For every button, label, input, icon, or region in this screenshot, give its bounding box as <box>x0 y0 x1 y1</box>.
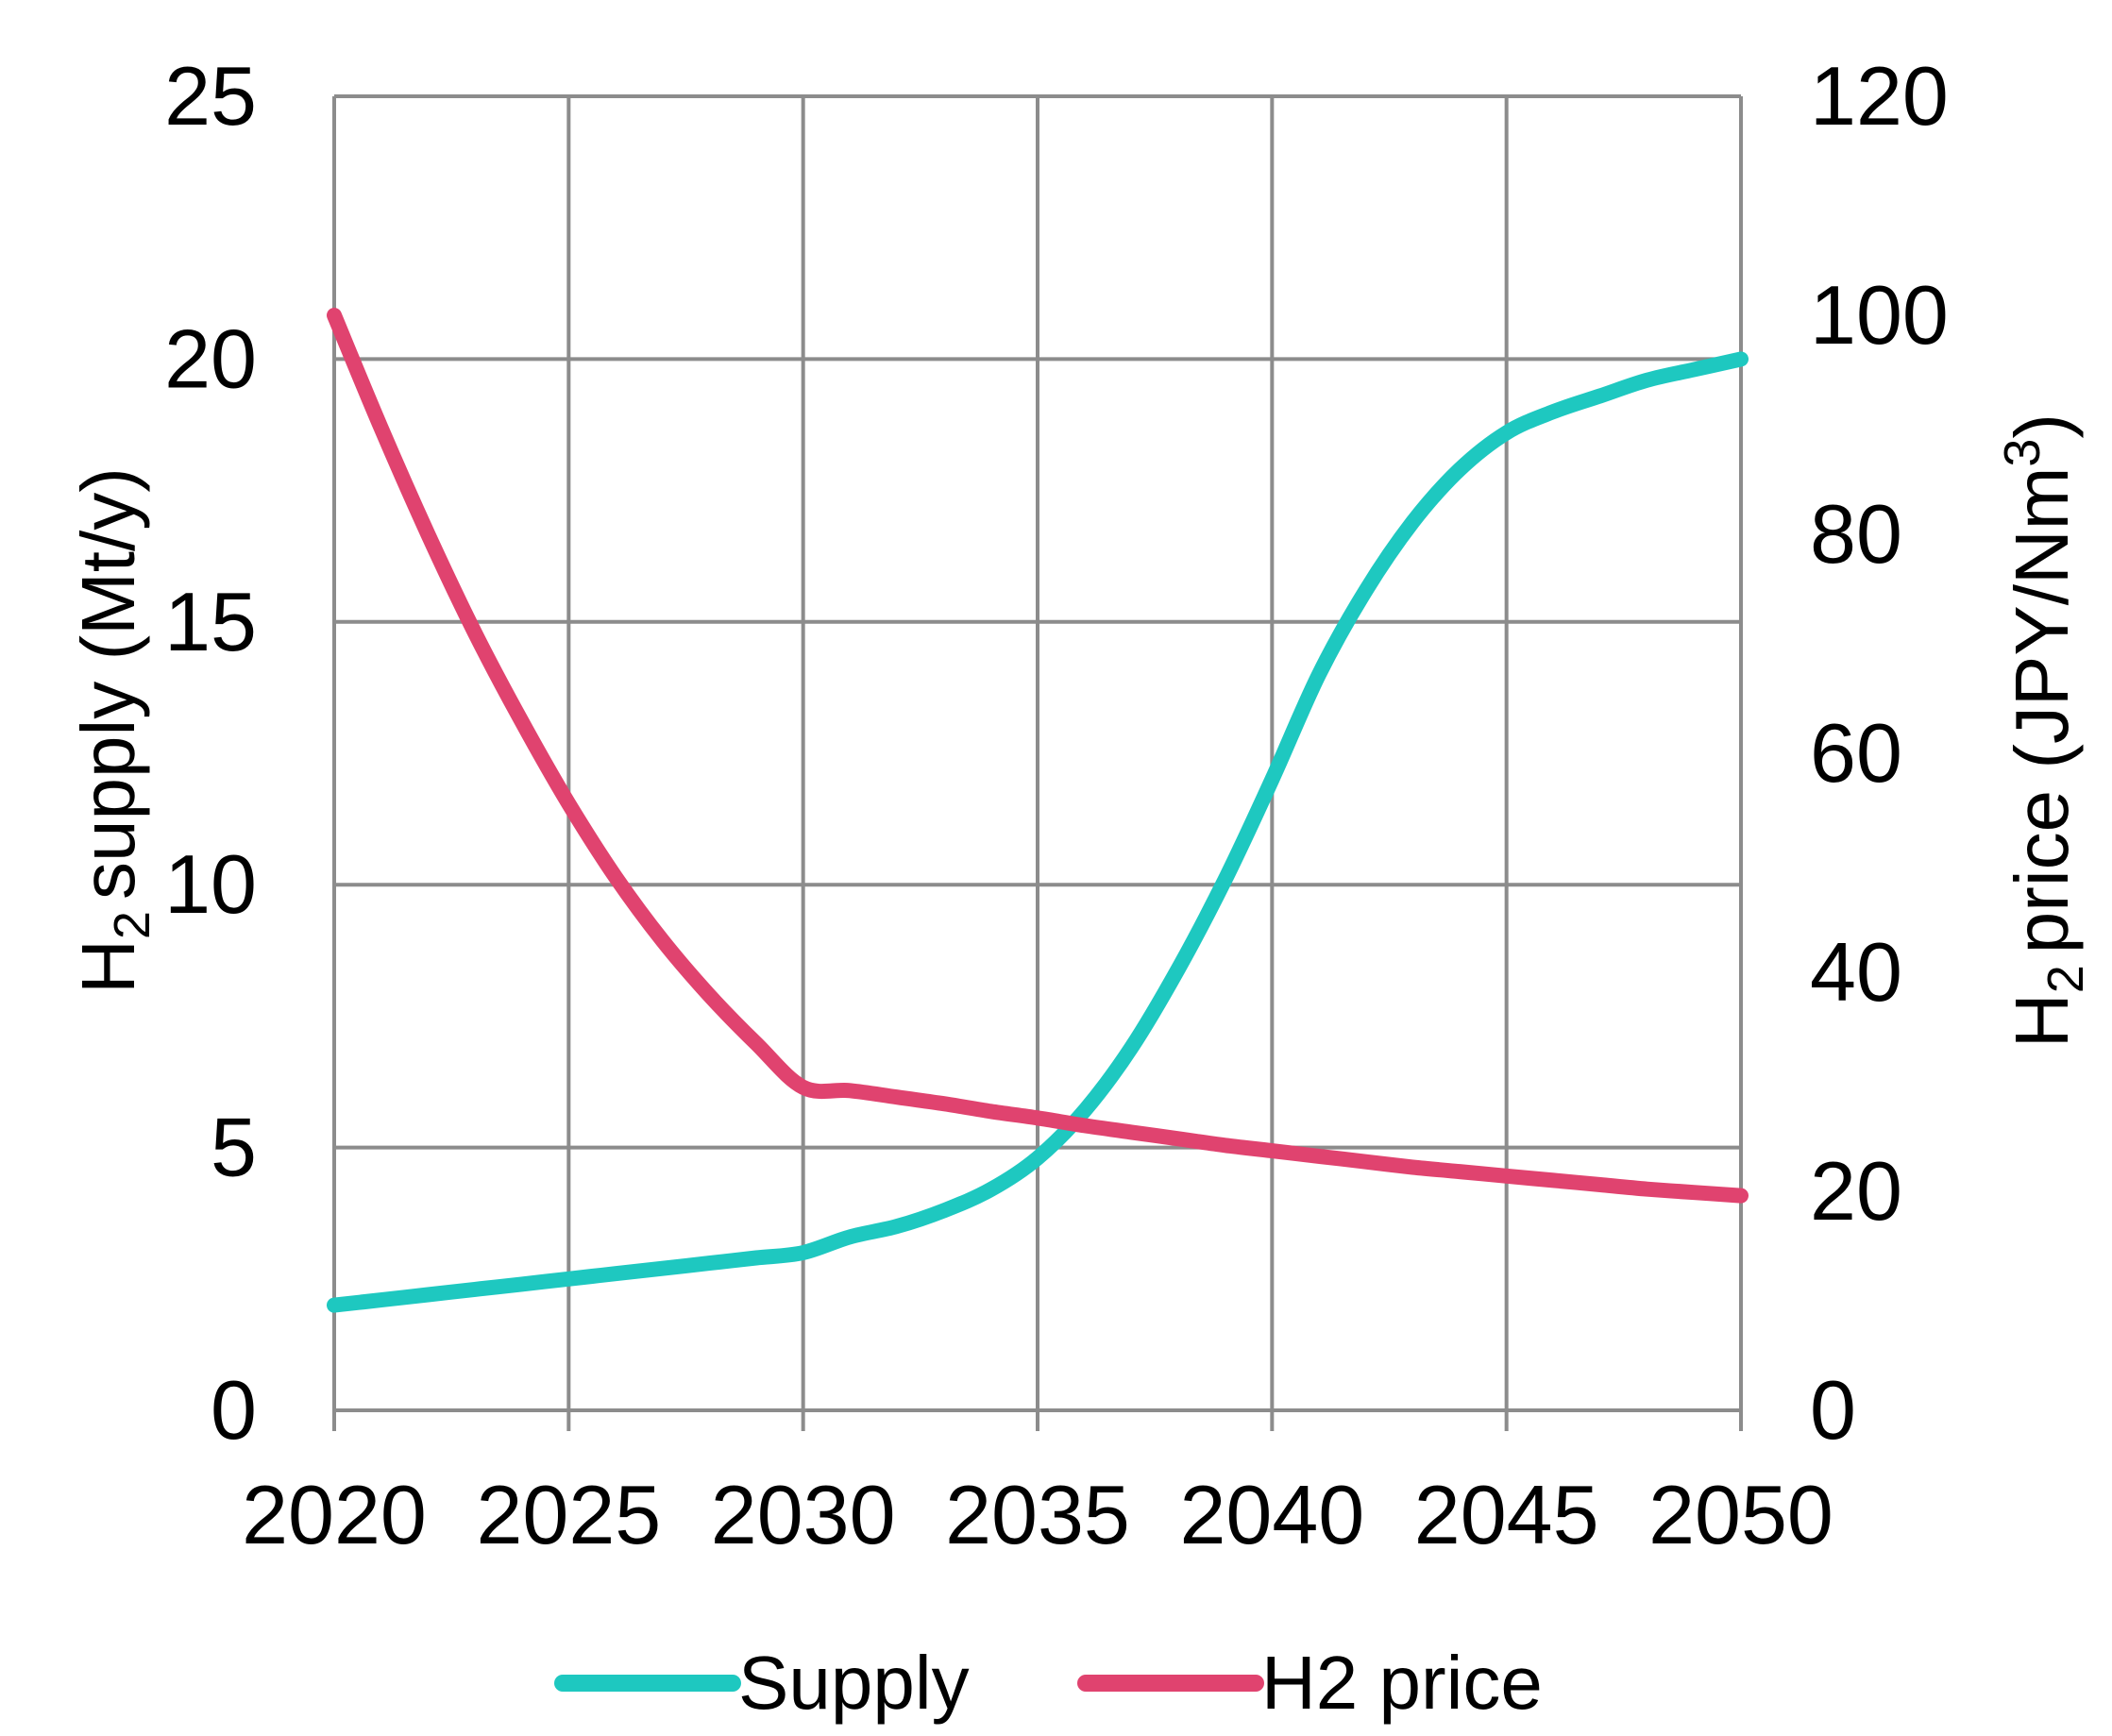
right-axis-title-end: ) <box>2000 413 2084 439</box>
left-axis-ticks: 0 5 10 15 20 25 <box>164 49 257 1457</box>
left-tick-label: 20 <box>164 312 257 405</box>
left-axis-title-subscript: 2 <box>104 911 161 939</box>
x-tick-label: 2050 <box>1648 1468 1833 1561</box>
right-axis-title-superscript: 3 <box>1994 439 2051 467</box>
left-axis-title: H2 supply (Mt/y) <box>66 467 161 994</box>
left-axis-title-main: H <box>66 939 150 994</box>
right-axis-title-main: H <box>2000 993 2084 1048</box>
right-axis-ticks: 0 20 40 60 80 100 120 <box>1810 49 1949 1457</box>
right-axis-title: H2 price (JPY/Nm3) <box>1994 413 2094 1048</box>
right-axis-title-rest: price (JPY/Nm <box>2000 467 2084 954</box>
x-axis-ticks: 2020 2025 2030 2035 2040 2045 2050 <box>242 1468 1833 1561</box>
right-axis-title-subscript: 2 <box>2037 965 2094 993</box>
x-tick-label: 2040 <box>1179 1468 1364 1561</box>
legend-label-supply: Supply <box>738 1641 970 1725</box>
legend: Supply H2 price <box>554 1641 1543 1725</box>
right-tick-label: 40 <box>1810 925 1902 1019</box>
left-tick-label: 25 <box>164 49 257 143</box>
x-tick-label: 2030 <box>711 1468 896 1561</box>
right-tick-label: 0 <box>1810 1363 1856 1457</box>
gridlines <box>332 94 1743 1431</box>
right-tick-label: 100 <box>1810 268 1949 362</box>
series-line-supply <box>327 351 1749 1313</box>
right-tick-label: 120 <box>1810 49 1949 143</box>
left-tick-label: 5 <box>211 1101 257 1194</box>
left-tick-label: 0 <box>211 1363 257 1457</box>
right-tick-label: 80 <box>1810 487 1902 581</box>
x-tick-label: 2035 <box>945 1468 1130 1561</box>
left-axis-title-rest: supply (Mt/y) <box>66 467 150 900</box>
series-line-h2-price <box>327 308 1749 1204</box>
right-tick-label: 20 <box>1810 1144 1902 1238</box>
right-tick-label: 60 <box>1810 706 1902 800</box>
left-tick-label: 15 <box>164 575 257 668</box>
legend-label-h2-price: H2 price <box>1261 1641 1543 1725</box>
series-group <box>327 308 1749 1313</box>
x-tick-label: 2025 <box>476 1468 661 1561</box>
left-tick-label: 10 <box>164 837 257 931</box>
x-tick-label: 2045 <box>1414 1468 1599 1561</box>
x-tick-label: 2020 <box>242 1468 427 1561</box>
